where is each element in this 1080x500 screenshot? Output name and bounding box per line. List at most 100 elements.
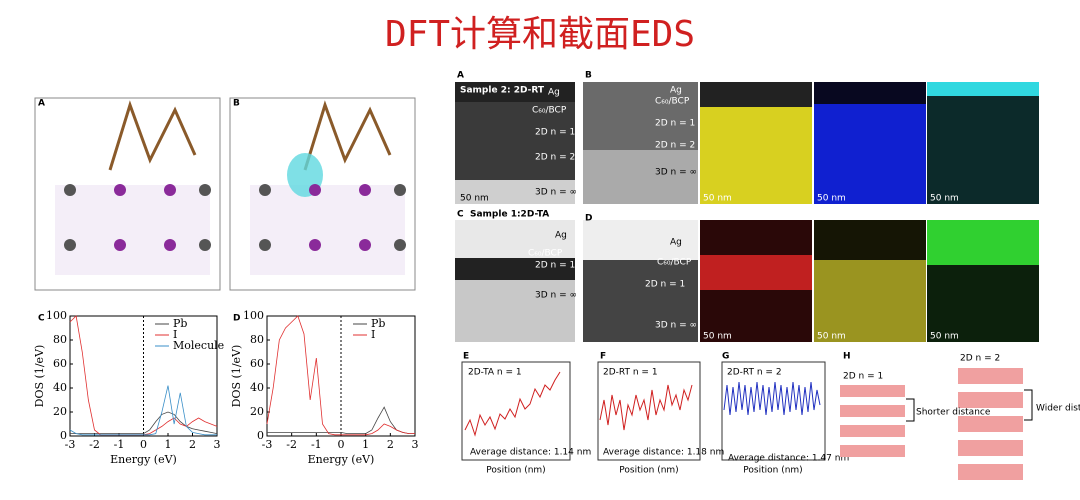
- slide-title: DFT计算和截面EDS: [385, 14, 695, 55]
- x-tick-label: -1: [114, 438, 125, 451]
- label: 2D n = 1: [655, 119, 695, 129]
- legend-label: Pb: [173, 317, 187, 330]
- scale-bar: 50 nm: [817, 332, 846, 342]
- x-tick-label: 0: [338, 438, 345, 451]
- profile-f: [597, 361, 701, 461]
- axis-label: Position (nm): [619, 466, 678, 476]
- y-axis-label: DOS (1/eV): [33, 345, 46, 408]
- label: C₆₀/BCP: [532, 106, 567, 116]
- y-tick-label: 40: [53, 381, 67, 394]
- legend-label: Molecule: [173, 339, 224, 352]
- panel-letter: E: [463, 352, 469, 362]
- series-line: [267, 406, 415, 434]
- series-line: [69, 385, 217, 436]
- y-tick-label: 60: [53, 357, 67, 370]
- label: 2D-RT n = 1: [603, 368, 658, 378]
- series-line: [70, 411, 218, 434]
- label: 2D n = 2: [655, 141, 695, 151]
- x-axis-label: Energy (eV): [308, 453, 375, 466]
- panel-letter: G: [722, 352, 729, 362]
- scale-bar: 50 nm: [930, 194, 959, 204]
- label: Ag: [670, 238, 682, 248]
- y-tick-label: 80: [53, 333, 67, 346]
- label: C₆₀/BCP: [528, 249, 563, 259]
- label: Average distance: 1.14 nm: [470, 448, 591, 458]
- y-tick-label: 80: [250, 333, 264, 346]
- schematic: [840, 368, 1033, 480]
- label: 2D n = 1: [535, 261, 575, 271]
- panel-letter: B: [233, 99, 240, 109]
- legend-label: I: [371, 328, 375, 341]
- x-tick-label: -2: [286, 438, 297, 451]
- label: Sample 1:2D-TA: [470, 210, 549, 220]
- y-tick-label: 0: [257, 429, 264, 442]
- label: Shorter distance: [916, 408, 991, 418]
- axis-label: Position (nm): [486, 466, 545, 476]
- profile-line: [723, 381, 821, 416]
- panel-letter: A: [457, 71, 464, 81]
- x-tick-label: -3: [262, 438, 273, 451]
- x-tick-label: 0: [140, 438, 147, 451]
- legend-label: I: [173, 328, 177, 341]
- x-axis-label: Energy (eV): [110, 453, 177, 466]
- y-tick-label: 40: [250, 381, 264, 394]
- label: Wider distance: [1036, 404, 1080, 414]
- y-tick-label: 100: [46, 309, 67, 322]
- scale-bar: 50 nm: [703, 194, 732, 204]
- label: 2D n = 1: [843, 372, 883, 382]
- legend-label: Pb: [371, 317, 385, 330]
- label: Sample 2: 2D-RT: [460, 86, 545, 96]
- x-tick-label: 1: [362, 438, 369, 451]
- panel-letter: D: [233, 314, 240, 324]
- label: Ag: [670, 86, 682, 96]
- label: Ag: [548, 88, 560, 98]
- series-line: [266, 315, 415, 436]
- scale-bar: 50 nm: [817, 194, 846, 204]
- x-tick-label: -2: [89, 438, 100, 451]
- label: 3D n = ∞: [655, 168, 697, 178]
- x-tick-label: -1: [311, 438, 322, 451]
- panel-letter: D: [585, 214, 592, 224]
- y-tick-label: 100: [243, 309, 264, 322]
- label: Average distance: 1.18 nm: [603, 448, 724, 458]
- x-tick-label: 2: [189, 438, 196, 451]
- y-axis-label: DOS (1/eV): [230, 345, 243, 408]
- panel-letter: C: [457, 210, 464, 220]
- x-tick-label: 1: [165, 438, 172, 451]
- scale-bar: 50 nm: [930, 332, 959, 342]
- scale-bar: 50 nm: [703, 332, 732, 342]
- label: 2D n = 1: [645, 280, 685, 290]
- label: Ag: [555, 231, 567, 241]
- label: 2D n = 2: [960, 354, 1000, 364]
- y-tick-label: 20: [53, 405, 67, 418]
- panel-letter: C: [38, 314, 45, 324]
- x-tick-label: 3: [412, 438, 419, 451]
- y-tick-label: 60: [250, 357, 264, 370]
- micrographs: [455, 82, 1039, 342]
- panel-letter: B: [585, 71, 592, 81]
- profile-e: [461, 361, 571, 461]
- x-tick-label: -3: [65, 438, 76, 451]
- label: 3D n = ∞: [535, 291, 577, 301]
- label: 3D n = ∞: [535, 188, 577, 198]
- label: 2D-TA n = 1: [468, 368, 522, 378]
- label: C₆₀/BCP: [657, 258, 692, 268]
- y-tick-label: 0: [60, 429, 67, 442]
- lattice: [55, 100, 406, 275]
- y-tick-label: 20: [250, 405, 264, 418]
- label: 2D n = 1: [535, 128, 575, 138]
- label: 2D n = 2: [535, 153, 575, 163]
- label: C₆₀/BCP: [655, 97, 690, 107]
- label: 3D n = ∞: [655, 321, 697, 331]
- panel-letter: H: [843, 352, 851, 362]
- panel-letter: A: [38, 99, 45, 109]
- profile-g: [721, 361, 826, 461]
- panel-letter: F: [600, 352, 606, 362]
- profile-line: [464, 371, 561, 437]
- axis-label: Position (nm): [743, 466, 802, 476]
- x-tick-label: 2: [387, 438, 394, 451]
- scale-bar: 50 nm: [460, 194, 489, 204]
- profile-line: [599, 384, 693, 431]
- label: 2D-RT n = 2: [727, 368, 782, 378]
